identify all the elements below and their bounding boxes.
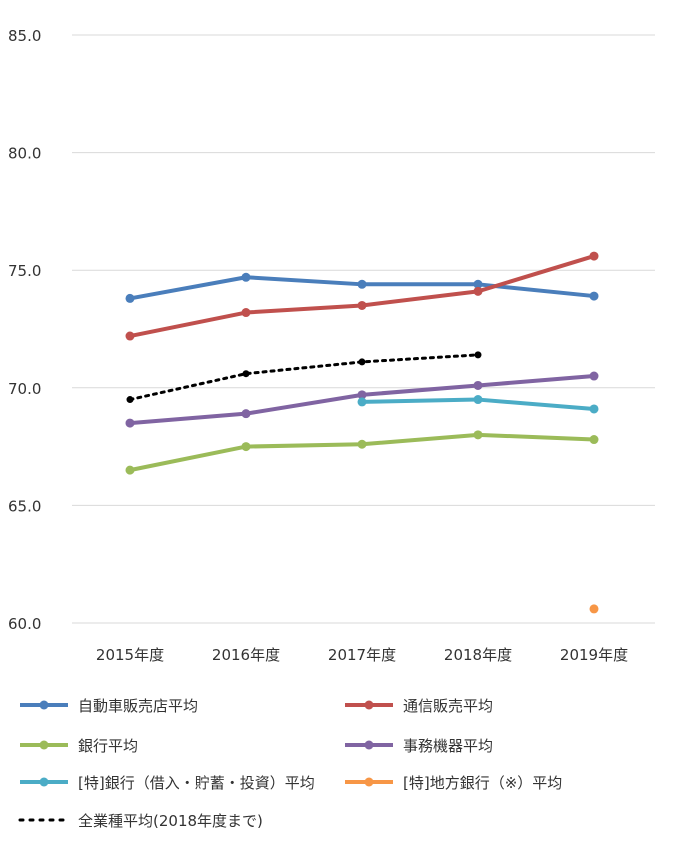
x-tick-label: 2017年度	[328, 646, 396, 664]
y-tick-label: 70.0	[8, 380, 41, 398]
legend-item: 自動車販売店平均	[20, 697, 198, 715]
legend-label: 自動車販売店平均	[78, 697, 198, 715]
data-point	[125, 465, 135, 475]
data-point	[589, 251, 599, 261]
gridlines	[72, 34, 655, 624]
series	[125, 430, 599, 475]
legend-item: 銀行平均	[20, 737, 138, 755]
legend-label: 事務機器平均	[403, 737, 493, 755]
data-point	[125, 293, 135, 303]
legend-marker	[364, 777, 374, 787]
legend-label: 全業種平均(2018年度まで)	[78, 812, 263, 830]
data-point	[241, 442, 251, 452]
y-tick-label: 85.0	[8, 27, 41, 45]
x-axis-ticks: 2015年度 2016年度 2017年度 2018年度 2019年度	[96, 646, 628, 664]
series-line	[128, 353, 480, 402]
x-tick-label: 2019年度	[560, 646, 628, 664]
data-point	[241, 409, 251, 419]
series	[126, 351, 482, 404]
data-point	[358, 358, 366, 366]
data-point	[473, 380, 483, 390]
data-point	[125, 331, 135, 341]
series	[125, 272, 599, 303]
data-point	[589, 435, 599, 445]
legend-label: [特]銀行（借入・貯蓄・投資）平均	[78, 774, 315, 792]
y-tick-label: 80.0	[8, 145, 41, 163]
legend-label: 通信販売平均	[403, 697, 493, 715]
data-point	[589, 404, 599, 414]
data-point	[473, 395, 483, 405]
y-tick-label: 65.0	[8, 497, 41, 515]
series	[589, 604, 599, 614]
data-point	[357, 390, 367, 400]
data-point	[474, 351, 482, 359]
data-point	[589, 291, 599, 301]
x-tick-label: 2016年度	[212, 646, 280, 664]
legend-marker	[39, 777, 49, 787]
series	[125, 251, 599, 341]
data-point	[241, 308, 251, 318]
data-point	[589, 371, 599, 381]
legend-item: 通信販売平均	[345, 697, 493, 715]
series	[125, 371, 599, 428]
data-point	[357, 439, 367, 449]
legend-marker	[39, 700, 49, 710]
series-lines	[125, 251, 599, 614]
legend-item: 事務機器平均	[345, 737, 493, 755]
data-point	[126, 396, 134, 404]
legend-marker	[364, 700, 374, 710]
legend-marker	[39, 740, 49, 750]
y-tick-label: 75.0	[8, 262, 41, 280]
y-axis-ticks: 85.0 80.0 75.0 70.0 65.0 60.0	[8, 27, 41, 633]
series-line	[128, 254, 596, 339]
data-point	[357, 300, 367, 310]
legend-item: [特]銀行（借入・貯蓄・投資）平均	[20, 774, 315, 792]
data-point	[241, 272, 251, 282]
legend-item: 全業種平均(2018年度まで)	[18, 812, 263, 830]
data-point	[125, 418, 135, 428]
x-tick-label: 2018年度	[444, 646, 512, 664]
data-point	[589, 604, 599, 614]
data-point	[242, 370, 250, 378]
x-tick-label: 2015年度	[96, 646, 164, 664]
series	[357, 395, 599, 414]
legend-marker	[364, 740, 374, 750]
data-point	[357, 279, 367, 289]
data-point	[473, 430, 483, 440]
data-point	[473, 279, 483, 289]
legend-item: [特]地方銀行（※）平均	[345, 774, 562, 792]
y-tick-label: 60.0	[8, 615, 41, 633]
data-point	[473, 286, 483, 296]
legend-label: [特]地方銀行（※）平均	[403, 774, 562, 792]
data-point	[357, 397, 367, 407]
legend-label: 銀行平均	[78, 737, 138, 755]
